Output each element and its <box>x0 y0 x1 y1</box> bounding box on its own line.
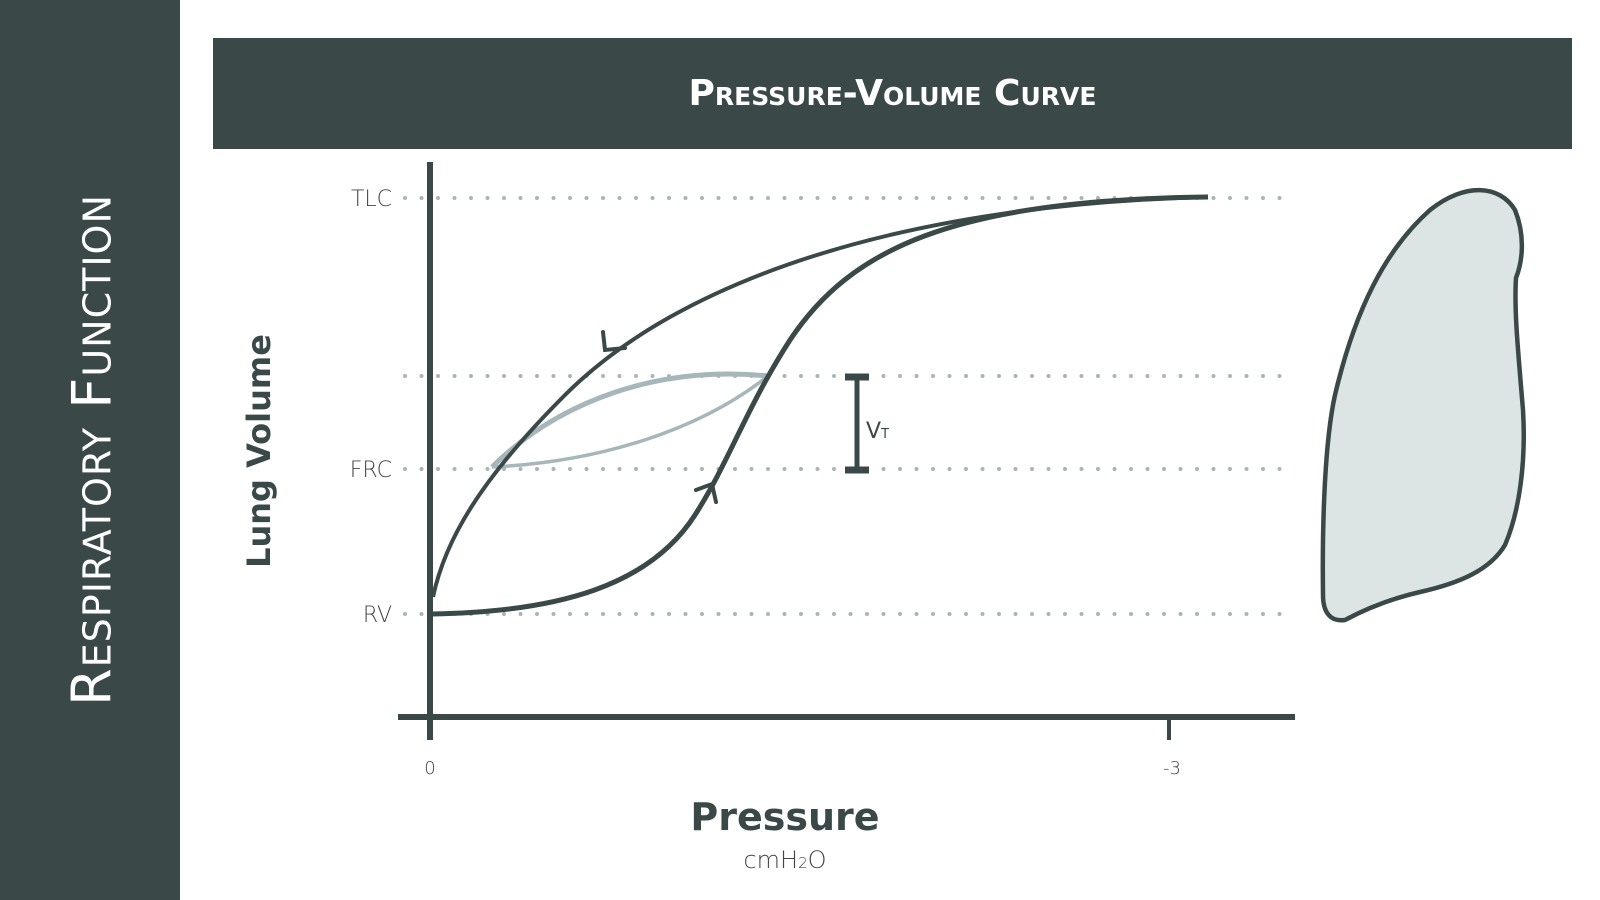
x-tick-label-0: 0 <box>424 758 435 779</box>
tidal-volume-bar <box>845 373 869 474</box>
sidebar: Respiratory Function <box>0 0 180 900</box>
chart-title: Pressure-Volume Curve <box>688 73 1097 114</box>
tidal-loop-lower <box>491 374 770 469</box>
lung-icon <box>1320 187 1526 623</box>
inflation-curve <box>431 194 1209 617</box>
x-axis-unit: cmH2O <box>743 846 826 874</box>
y-tick-rv: RV <box>363 603 392 628</box>
tidal-volume-label: VT <box>866 419 889 444</box>
y-tick-frc: FRC <box>350 458 392 483</box>
title-bar: Pressure-Volume Curve <box>213 38 1572 149</box>
inflation-arrow-icon <box>694 481 718 504</box>
deflation-arrow-icon <box>601 330 627 353</box>
y-axis-title: Lung Volume <box>240 334 278 568</box>
x-tick-label-minus3: -3 <box>1163 758 1181 779</box>
x-axis-title: Pressure <box>690 795 879 839</box>
y-tick-tlc: TLC <box>351 187 392 212</box>
deflation-curve <box>431 195 1209 598</box>
